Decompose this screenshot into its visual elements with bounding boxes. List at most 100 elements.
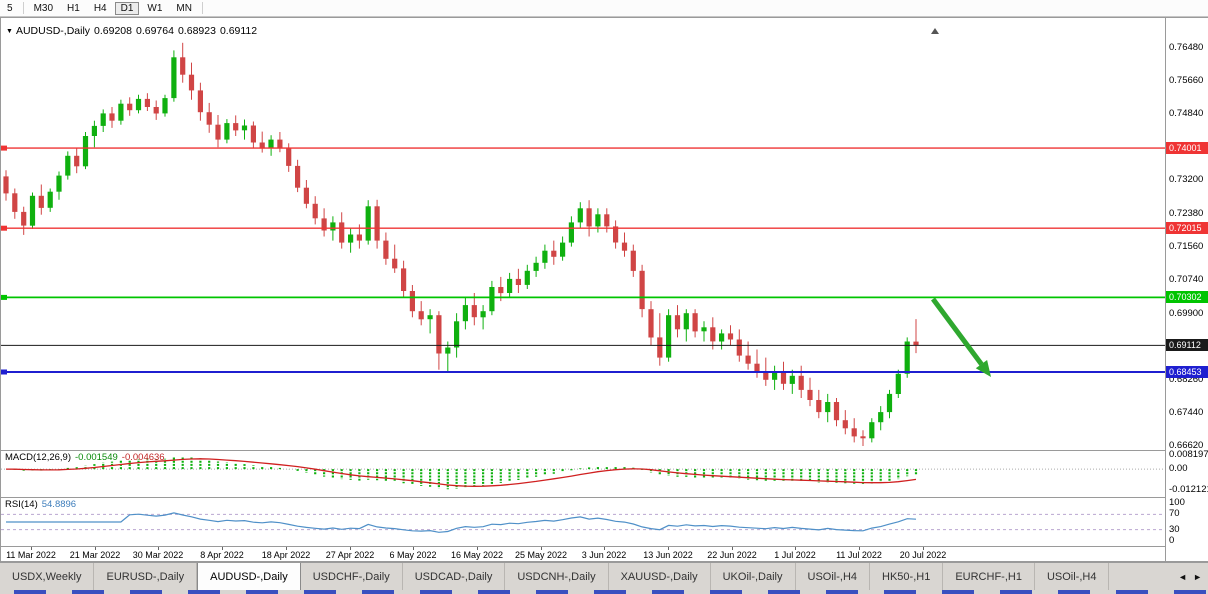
price-level-badge: 0.70302 [1166, 291, 1208, 303]
macd-indicator-panel[interactable] [1, 450, 1165, 497]
date-label: 3 Jun 2022 [581, 550, 627, 560]
macd-signal-value: -0.004636 [121, 452, 165, 463]
price-axis: 0.76480 0.75660 0.74840 0.73200 0.72380 0.715… [1165, 18, 1208, 561]
tab-usoil-h4[interactable]: USOil-,H4 [1035, 563, 1110, 590]
time-tick [31, 547, 32, 550]
tab-hk50-h1[interactable]: HK50-,H1 [870, 563, 944, 590]
time-tick [923, 547, 924, 550]
timeframe-button-mn[interactable]: MN [176, 2, 192, 14]
rsi-value: 54.8896 [41, 499, 77, 510]
tab-usdcad-daily[interactable]: USDCAD-,Daily [403, 563, 506, 590]
macd-main-value: -0.001549 [75, 452, 118, 463]
rsi-name: RSI(14) [5, 499, 38, 510]
trend-arrow[interactable] [930, 297, 991, 377]
panel-divider [1, 546, 1207, 547]
macd-signal-line [5, 458, 917, 487]
price-level-badge: 0.72015 [1166, 222, 1208, 234]
price-axis-label: 0.67440 [1169, 407, 1204, 418]
date-label: 1 Jul 2022 [774, 550, 816, 560]
timeframe-button-5[interactable]: 5 [7, 2, 13, 14]
date-label: 16 May 2022 [450, 550, 504, 560]
price-axis-label: 0.70740 [1169, 274, 1204, 285]
price-axis-label: 0.74840 [1169, 108, 1204, 119]
date-label: 18 Apr 2022 [261, 550, 311, 560]
price-axis-label: 0.75660 [1169, 75, 1204, 86]
timeframe-button-d1[interactable]: D1 [114, 1, 140, 15]
price-axis-label: 0.66620 [1169, 440, 1204, 451]
timeframe-button-m30[interactable]: M30 [33, 2, 54, 14]
tab-usdcnh-daily[interactable]: USDCNH-,Daily [505, 563, 609, 590]
tab-usdx-weekly[interactable]: USDX,Weekly [0, 563, 95, 590]
chart-tabs-bar: USDX,Weekly EURUSD-,Daily AUDUSD-,Daily USD… [0, 562, 1208, 590]
date-label: 27 Apr 2022 [325, 550, 375, 560]
time-tick [732, 547, 733, 550]
date-label: 8 Apr 2022 [200, 550, 244, 560]
time-tick [350, 547, 351, 550]
date-label: 21 Mar 2022 [69, 550, 121, 560]
tab-ukoil-daily[interactable]: UKOil-,Daily [711, 563, 796, 590]
horizontal-level-lines[interactable] [1, 145, 1165, 375]
macd-name: MACD(12,26,9) [5, 452, 71, 463]
rsi-line [6, 512, 917, 533]
time-tick [795, 547, 796, 550]
timeframe-button-h1[interactable]: H1 [67, 2, 80, 14]
price-level-badge: 0.69112 [1166, 339, 1208, 351]
macd-axis-label: 0.008197 [1169, 449, 1208, 460]
panel-divider[interactable] [1, 450, 1207, 451]
bottom-strip [0, 590, 1208, 594]
tab-usoil-h4[interactable]: USOil-,H4 [796, 563, 871, 590]
price-axis-label: 0.72380 [1169, 208, 1204, 219]
scroll-right-icon[interactable]: ► [1193, 571, 1202, 582]
candlestick-chart[interactable] [1, 37, 1165, 450]
rsi-axis-label: 100 [1169, 497, 1185, 508]
time-tick [222, 547, 223, 550]
rsi-axis-label: 30 [1169, 524, 1180, 535]
time-tick [604, 547, 605, 550]
tab-audusd-daily[interactable]: AUDUSD-,Daily [197, 563, 301, 590]
date-label: 30 Mar 2022 [132, 550, 184, 560]
tab-eurchf-h1[interactable]: EURCHF-,H1 [943, 563, 1035, 590]
time-tick [95, 547, 96, 550]
panel-divider[interactable] [1, 497, 1207, 498]
date-label: 11 Mar 2022 [6, 550, 56, 560]
time-tick [286, 547, 287, 550]
toolbar-separator [201, 2, 203, 14]
price-axis-label: 0.76480 [1169, 42, 1204, 53]
ohlc-high: 0.69764 [136, 25, 174, 37]
chart-region[interactable]: 11 Mar 2022 21 Mar 2022 30 Mar 2022 8 Apr 2… [0, 17, 1208, 562]
rsi-axis-label: 0 [1169, 535, 1175, 546]
time-tick [477, 547, 478, 550]
date-label: 20 Jul 2022 [899, 550, 947, 560]
macd-axis-label: -0.012121 [1169, 484, 1208, 495]
tab-usdchf-daily[interactable]: USDCHF-,Daily [301, 563, 403, 590]
price-axis-label: 0.68260 [1169, 374, 1204, 385]
tab-scroll-arrows: ◄ ► [1174, 563, 1206, 590]
rsi-indicator-panel[interactable] [1, 497, 1165, 546]
date-label: 11 Jul 2022 [836, 550, 882, 560]
tab-list: USDX,Weekly EURUSD-,Daily AUDUSD-,Daily USD… [0, 563, 1208, 590]
tab-eurusd-daily[interactable]: EURUSD-,Daily [94, 563, 198, 590]
time-tick [541, 547, 542, 550]
candles [3, 42, 919, 446]
chart-title: ▼ AUDUSD-,Daily 0.69208 0.69764 0.68923 0.691… [6, 25, 257, 37]
price-axis-label: 0.73200 [1169, 174, 1204, 185]
time-axis: 11 Mar 2022 21 Mar 2022 30 Mar 2022 8 Apr 2… [1, 547, 1165, 562]
timeframe-toolbar: 5 M30 H1 H4 D1 W1 MN [0, 0, 1208, 17]
scroll-left-icon[interactable]: ◄ [1178, 571, 1188, 582]
macd-label: MACD(12,26,9) -0.001549 -0.004636 [5, 452, 165, 463]
chart-symbol-label: AUDUSD-,Daily [15, 25, 91, 37]
timeframe-button-w1[interactable]: W1 [147, 2, 163, 14]
date-label: 13 Jun 2022 [643, 550, 693, 560]
rsi-label: RSI(14) 54.8896 [5, 499, 76, 510]
price-level-badge: 0.68453 [1166, 366, 1208, 378]
price-level-badge: 0.74001 [1166, 142, 1208, 154]
symbol-dropdown-icon[interactable]: ▼ [6, 28, 13, 35]
time-tick [413, 547, 414, 550]
rsi-axis-label: 70 [1169, 508, 1180, 519]
price-shift-marker [931, 28, 939, 34]
date-label: 6 May 2022 [389, 550, 437, 560]
timeframe-button-h4[interactable]: H4 [93, 2, 107, 14]
toolbar-separator [22, 2, 24, 14]
tab-xauusd-daily[interactable]: XAUUSD-,Daily [609, 563, 711, 590]
ohlc-open: 0.69208 [94, 25, 132, 37]
